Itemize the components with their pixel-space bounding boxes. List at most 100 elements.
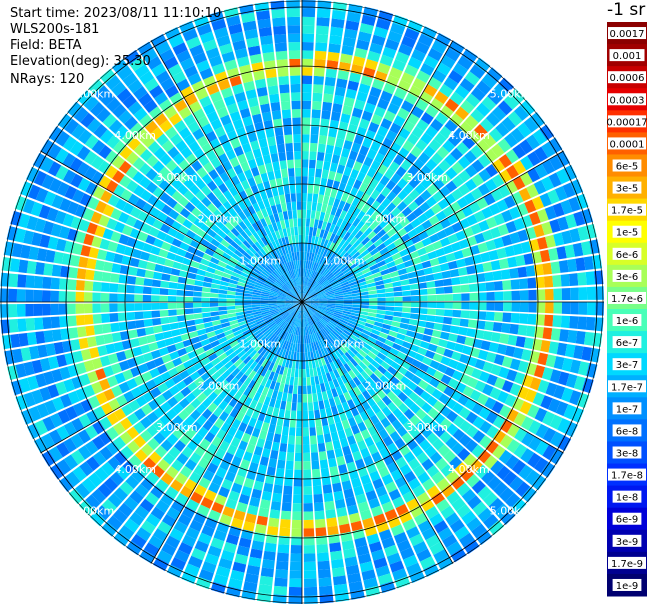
ppi-cell	[42, 276, 52, 289]
ppi-cell	[352, 304, 361, 308]
ppi-cell	[498, 404, 512, 418]
ppi-cell	[68, 327, 79, 339]
ppi-cell	[212, 344, 223, 353]
ppi-cell	[207, 402, 218, 413]
ppi-cell	[83, 150, 98, 165]
ppi-cell	[507, 334, 518, 346]
ppi-cell	[387, 366, 398, 376]
ppi-cell	[107, 493, 123, 508]
ppi-cell	[211, 501, 224, 514]
ppi-cell	[314, 323, 321, 331]
ppi-cell	[451, 497, 466, 512]
ppi-cell	[83, 95, 99, 112]
ppi-cell	[298, 310, 301, 319]
ppi-cell	[329, 361, 337, 371]
ppi-cell	[248, 435, 258, 446]
ppi-cell	[260, 347, 268, 357]
ppi-cell	[337, 335, 346, 344]
ppi-cell	[254, 315, 263, 321]
ppi-cell	[136, 527, 152, 542]
ppi-cell	[288, 427, 296, 437]
ppi-cell	[247, 320, 257, 326]
ppi-cell	[410, 505, 424, 518]
ppi-cell	[268, 517, 280, 528]
ppi-cell	[235, 291, 244, 296]
ppi-cell	[316, 321, 324, 330]
ppi-cell	[305, 309, 310, 318]
ppi-cell	[383, 370, 394, 380]
ppi-cell	[228, 490, 240, 502]
ppi-cell	[376, 399, 387, 411]
ppi-cell	[571, 407, 584, 423]
ppi-cell	[437, 527, 453, 541]
ppi-cell	[366, 386, 376, 397]
ppi-cell	[482, 383, 494, 396]
ppi-cell	[304, 335, 307, 344]
ppi-cell	[220, 549, 235, 562]
ppi-cell	[441, 484, 456, 498]
ppi-cell	[126, 312, 136, 321]
ppi-cell	[187, 350, 198, 360]
ppi-cell	[581, 377, 594, 394]
ppi-cell	[217, 336, 228, 344]
ppi-cell	[119, 431, 133, 445]
ppi-cell	[338, 321, 347, 327]
ppi-cell	[312, 350, 318, 360]
ppi-cell	[455, 381, 467, 394]
ppi-cell	[220, 225, 231, 235]
ppi-cell	[426, 315, 436, 323]
ppi-cell	[152, 557, 169, 572]
ppi-cell	[413, 332, 424, 341]
ppi-cell	[466, 474, 480, 488]
ppi-cell	[381, 406, 392, 417]
ppi-cell	[10, 380, 23, 396]
ppi-cell	[153, 406, 166, 419]
ppi-cell	[142, 286, 152, 295]
ppi-cell	[201, 561, 217, 574]
ppi-cell	[426, 395, 438, 407]
ppi-cell	[142, 294, 152, 302]
ppi-cell	[260, 367, 268, 377]
ppi-cell	[265, 341, 273, 350]
ppi-cell	[314, 375, 320, 385]
ppi-cell	[214, 247, 225, 256]
ppi-cell	[349, 358, 359, 367]
ppi-cell	[506, 423, 520, 438]
ppi-cell	[152, 173, 164, 186]
ppi-cell	[324, 325, 332, 333]
ppi-cell	[47, 161, 62, 177]
ppi-cell	[52, 396, 65, 412]
ppi-cell	[335, 305, 344, 309]
ppi-cell	[178, 397, 190, 409]
ppi-cell	[244, 396, 253, 407]
ppi-cell	[331, 330, 340, 338]
ppi-cell	[378, 466, 390, 478]
ppi-cell	[364, 354, 374, 364]
ppi-cell	[148, 342, 159, 352]
ppi-cell	[126, 540, 143, 556]
ppi-cell	[368, 541, 383, 553]
ppi-cell	[302, 302, 311, 305]
ppi-cell	[231, 367, 241, 377]
ppi-cell	[279, 527, 291, 537]
ppi-cell	[289, 561, 302, 571]
ppi-cell	[294, 368, 299, 378]
ppi-cell	[366, 315, 376, 322]
ppi-cell	[245, 334, 255, 342]
ppi-cell	[318, 330, 325, 339]
ppi-cell	[303, 318, 306, 328]
ppi-cell	[293, 351, 297, 361]
ppi-cell	[260, 295, 269, 299]
ppi-cell	[130, 206, 142, 219]
ppi-cell	[309, 304, 319, 308]
ppi-cell	[357, 501, 370, 513]
ppi-cell	[210, 581, 227, 594]
ppi-cell	[280, 434, 288, 444]
ppi-cell	[281, 321, 288, 330]
ppi-cell	[236, 545, 250, 557]
ppi-cell	[298, 377, 302, 386]
ppi-cell	[67, 303, 76, 315]
ppi-cell	[377, 352, 387, 361]
ppi-cell	[222, 272, 232, 279]
